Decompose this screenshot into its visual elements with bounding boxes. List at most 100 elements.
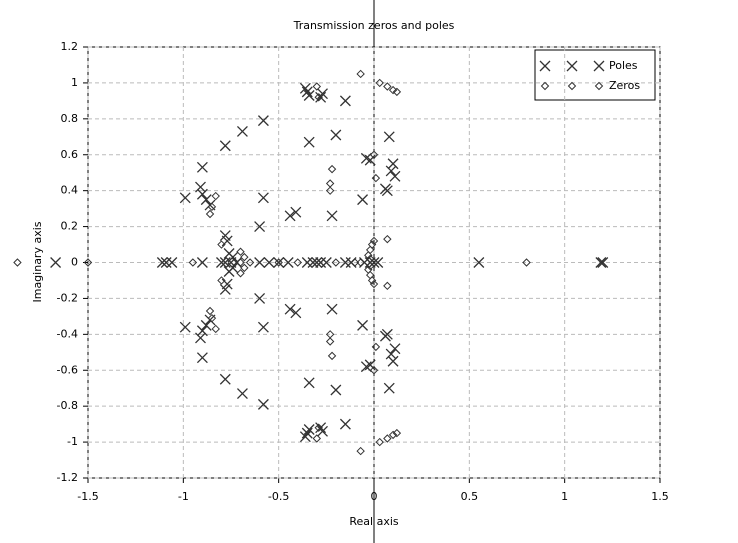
y-axis-label: Imaginary axis <box>31 221 44 302</box>
y-tick-label: -0.6 <box>57 363 78 376</box>
point <box>240 252 249 262</box>
point <box>389 343 401 355</box>
point <box>371 342 381 352</box>
point <box>350 258 360 267</box>
point <box>331 258 341 267</box>
point <box>236 258 245 267</box>
point <box>200 194 212 206</box>
legend-marker <box>539 60 551 72</box>
point <box>330 129 342 141</box>
point <box>166 257 178 268</box>
y-tick-label: 0.4 <box>61 184 79 197</box>
point <box>320 257 332 268</box>
point <box>205 209 215 219</box>
point <box>325 330 335 339</box>
y-tick-label: 0.8 <box>61 112 79 125</box>
point <box>299 431 311 443</box>
y-tick-label: 1.2 <box>61 40 79 53</box>
point <box>195 181 206 193</box>
point <box>83 258 93 267</box>
point <box>219 373 231 385</box>
point <box>312 434 322 443</box>
point <box>387 158 399 170</box>
x-axis-label: Real axis <box>349 515 399 528</box>
point <box>326 303 338 315</box>
y-tick-label: 0 <box>71 256 78 269</box>
point <box>383 82 392 91</box>
point <box>339 418 351 430</box>
point <box>245 258 255 267</box>
point <box>360 152 372 164</box>
point <box>207 313 217 323</box>
point <box>257 321 269 333</box>
y-tick-label: -1 <box>67 435 78 448</box>
point <box>284 210 296 222</box>
point <box>379 330 391 342</box>
point <box>383 131 395 143</box>
point <box>325 186 335 195</box>
point <box>473 257 485 268</box>
point <box>383 434 392 443</box>
point <box>315 422 327 434</box>
legend <box>534 49 656 101</box>
point <box>236 269 245 278</box>
point <box>217 240 226 249</box>
x-tick-label: -0.5 <box>268 490 289 503</box>
legend-label: Zeros <box>609 79 640 92</box>
point <box>179 321 191 333</box>
point <box>365 270 375 280</box>
y-tick-label: -0.8 <box>57 399 78 412</box>
point <box>257 115 269 127</box>
point <box>273 257 285 268</box>
point <box>219 257 231 268</box>
point <box>385 165 397 177</box>
point <box>303 90 315 101</box>
legend-marker <box>593 60 605 72</box>
point <box>303 377 315 389</box>
point <box>317 425 328 437</box>
point <box>284 303 296 315</box>
point <box>179 192 191 204</box>
point <box>307 257 319 268</box>
point <box>200 319 212 331</box>
point <box>254 221 266 233</box>
point <box>327 351 337 361</box>
point <box>357 194 369 206</box>
point <box>375 437 384 447</box>
point <box>227 262 239 274</box>
point <box>196 325 208 337</box>
point <box>211 324 220 334</box>
legend-label: Poles <box>609 59 638 72</box>
point <box>282 257 294 268</box>
point <box>303 424 315 435</box>
point <box>339 257 351 268</box>
point <box>375 78 384 88</box>
point <box>303 136 315 148</box>
point <box>365 261 375 271</box>
x-tick-label: 0.5 <box>461 490 479 503</box>
x-tick-label: 1.5 <box>651 490 669 503</box>
point <box>330 384 342 396</box>
point <box>221 235 233 247</box>
point <box>156 257 168 268</box>
point <box>196 161 208 173</box>
point <box>314 93 323 102</box>
point <box>13 258 22 267</box>
point <box>301 427 313 439</box>
point <box>196 257 208 268</box>
point <box>392 87 402 97</box>
point <box>290 307 302 319</box>
point <box>221 278 233 290</box>
legend-marker <box>566 60 578 72</box>
point <box>364 359 376 371</box>
point <box>254 292 266 304</box>
point <box>356 69 365 79</box>
y-tick-label: -1.2 <box>57 471 78 484</box>
point <box>299 82 311 94</box>
point <box>379 183 391 195</box>
point <box>314 423 323 432</box>
point <box>357 319 369 331</box>
point <box>369 366 379 375</box>
point <box>274 258 283 267</box>
